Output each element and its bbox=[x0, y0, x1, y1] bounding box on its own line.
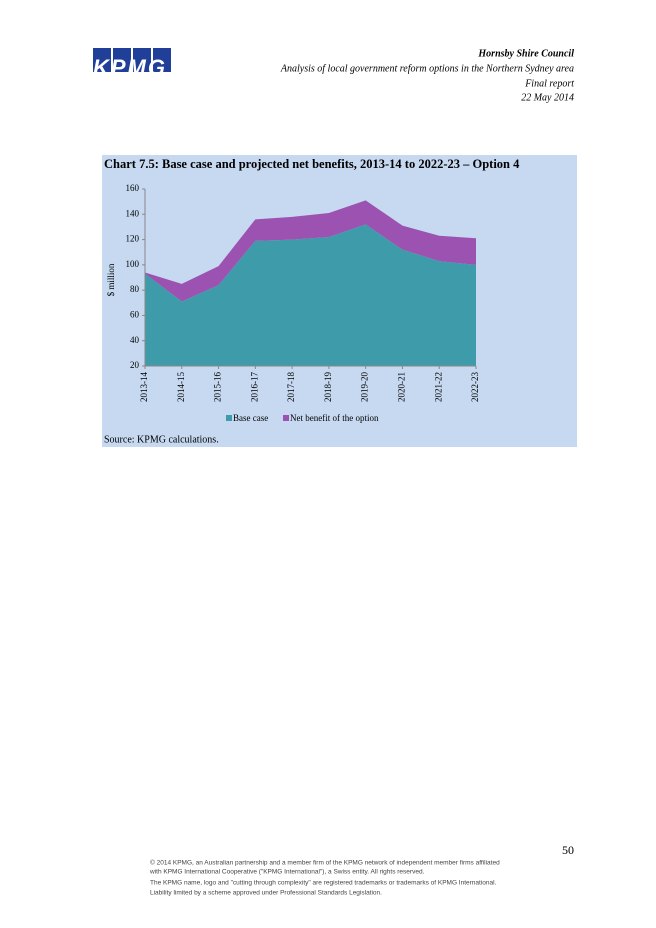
y-tick-label: 100 bbox=[126, 259, 140, 269]
chart-title: Chart 7.5: Base case and projected net b… bbox=[104, 157, 520, 171]
y-tick-label: 40 bbox=[130, 335, 140, 345]
x-tick-label: 2015-16 bbox=[213, 372, 223, 402]
footer-line: The KPMG name, logo and "cutting through… bbox=[150, 880, 497, 887]
y-tick-label: 20 bbox=[130, 360, 140, 370]
source: Source: KPMG calculations. bbox=[104, 434, 219, 445]
report: Final report bbox=[524, 78, 574, 89]
legend-swatch bbox=[226, 415, 232, 421]
x-tick-label: 2013-14 bbox=[139, 372, 149, 402]
y-tick-label: 80 bbox=[130, 284, 140, 294]
x-tick-label: 2016-17 bbox=[249, 372, 259, 402]
y-tick-label: 60 bbox=[130, 309, 140, 319]
y-axis-label: $ million bbox=[106, 263, 116, 296]
date: 22 May 2014 bbox=[521, 92, 574, 103]
footer-line: Liability limited by a scheme approved u… bbox=[150, 890, 382, 897]
legend-label: Net benefit of the option bbox=[290, 413, 379, 423]
legend-label: Base case bbox=[233, 413, 268, 423]
logo-text: KPMG bbox=[93, 55, 167, 80]
x-tick-label: 2019-20 bbox=[360, 372, 370, 402]
x-tick-label: 2014-15 bbox=[176, 372, 186, 402]
y-tick-label: 160 bbox=[126, 183, 140, 193]
y-tick-label: 140 bbox=[126, 208, 140, 218]
x-tick-label: 2018-19 bbox=[323, 372, 333, 402]
page-number: 50 bbox=[562, 843, 574, 857]
legend-swatch bbox=[283, 415, 289, 421]
logo: KPMG bbox=[93, 48, 171, 80]
y-tick-label: 120 bbox=[126, 234, 140, 244]
area bbox=[145, 224, 476, 366]
subtitle: Analysis of local government reform opti… bbox=[280, 63, 574, 74]
x-tick-label: 2022-23 bbox=[470, 372, 480, 402]
x-tick-label: 2020-21 bbox=[397, 372, 407, 402]
footer-line: © 2014 KPMG, an Australian partnership a… bbox=[150, 859, 500, 867]
plot: 20 40 60 80 100 120 140 160 2013-14 2014-15 2015-1… bbox=[126, 183, 481, 423]
area bbox=[145, 200, 476, 302]
footer-line: with KPMG International Cooperative ("KP… bbox=[149, 869, 425, 876]
x-tick-label: 2017-18 bbox=[286, 372, 296, 402]
council: Hornsby Shire Council bbox=[477, 48, 574, 59]
x-tick-label: 2021-22 bbox=[433, 372, 443, 402]
